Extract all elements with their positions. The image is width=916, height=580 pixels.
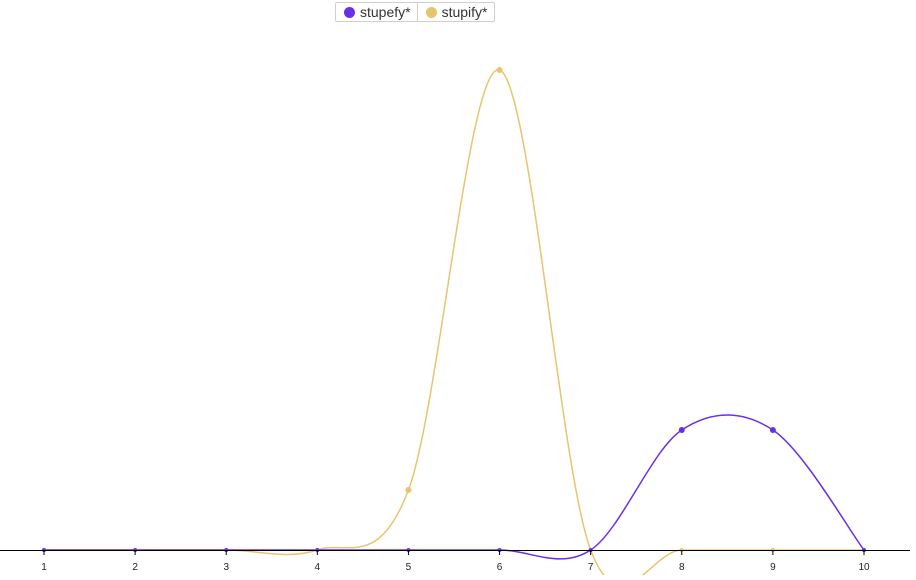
x-axis-ticks: 1 2 3 4 5 6 7 8 9 10 (41, 550, 870, 573)
x-tick-label-8: 8 (679, 562, 685, 573)
legend-item-stupify[interactable]: stupify* (416, 3, 494, 21)
legend-swatch-stupify-icon (425, 6, 437, 18)
legend-label-stupefy: stupefy* (360, 4, 411, 20)
x-tick-label-3: 3 (223, 562, 229, 573)
legend-label-stupify: stupify* (441, 4, 488, 20)
legend: stupefy* stupify* (335, 2, 495, 22)
series-line-stupefy (43, 414, 865, 560)
x-tick-label-7: 7 (588, 562, 594, 573)
series-line-stupify (43, 69, 864, 580)
data-point-stupify-6[interactable] (496, 67, 503, 73)
data-point-stupefy-8[interactable] (678, 427, 685, 433)
data-point-stupify-5[interactable] (405, 487, 412, 493)
x-tick-label-10: 10 (858, 562, 870, 573)
data-point-stupefy-9[interactable] (769, 427, 776, 433)
x-tick-label-9: 9 (770, 562, 776, 573)
legend-swatch-stupefy-icon (344, 6, 355, 18)
series-lines (43, 69, 865, 580)
x-tick-label-5: 5 (406, 562, 412, 573)
x-tick-label-4: 4 (315, 562, 321, 573)
series-points (42, 67, 866, 552)
legend-item-stupefy[interactable]: stupefy* (336, 3, 417, 21)
x-tick-label-6: 6 (497, 562, 503, 573)
x-tick-label-2: 2 (132, 562, 138, 573)
x-tick-label-1: 1 (41, 562, 47, 573)
